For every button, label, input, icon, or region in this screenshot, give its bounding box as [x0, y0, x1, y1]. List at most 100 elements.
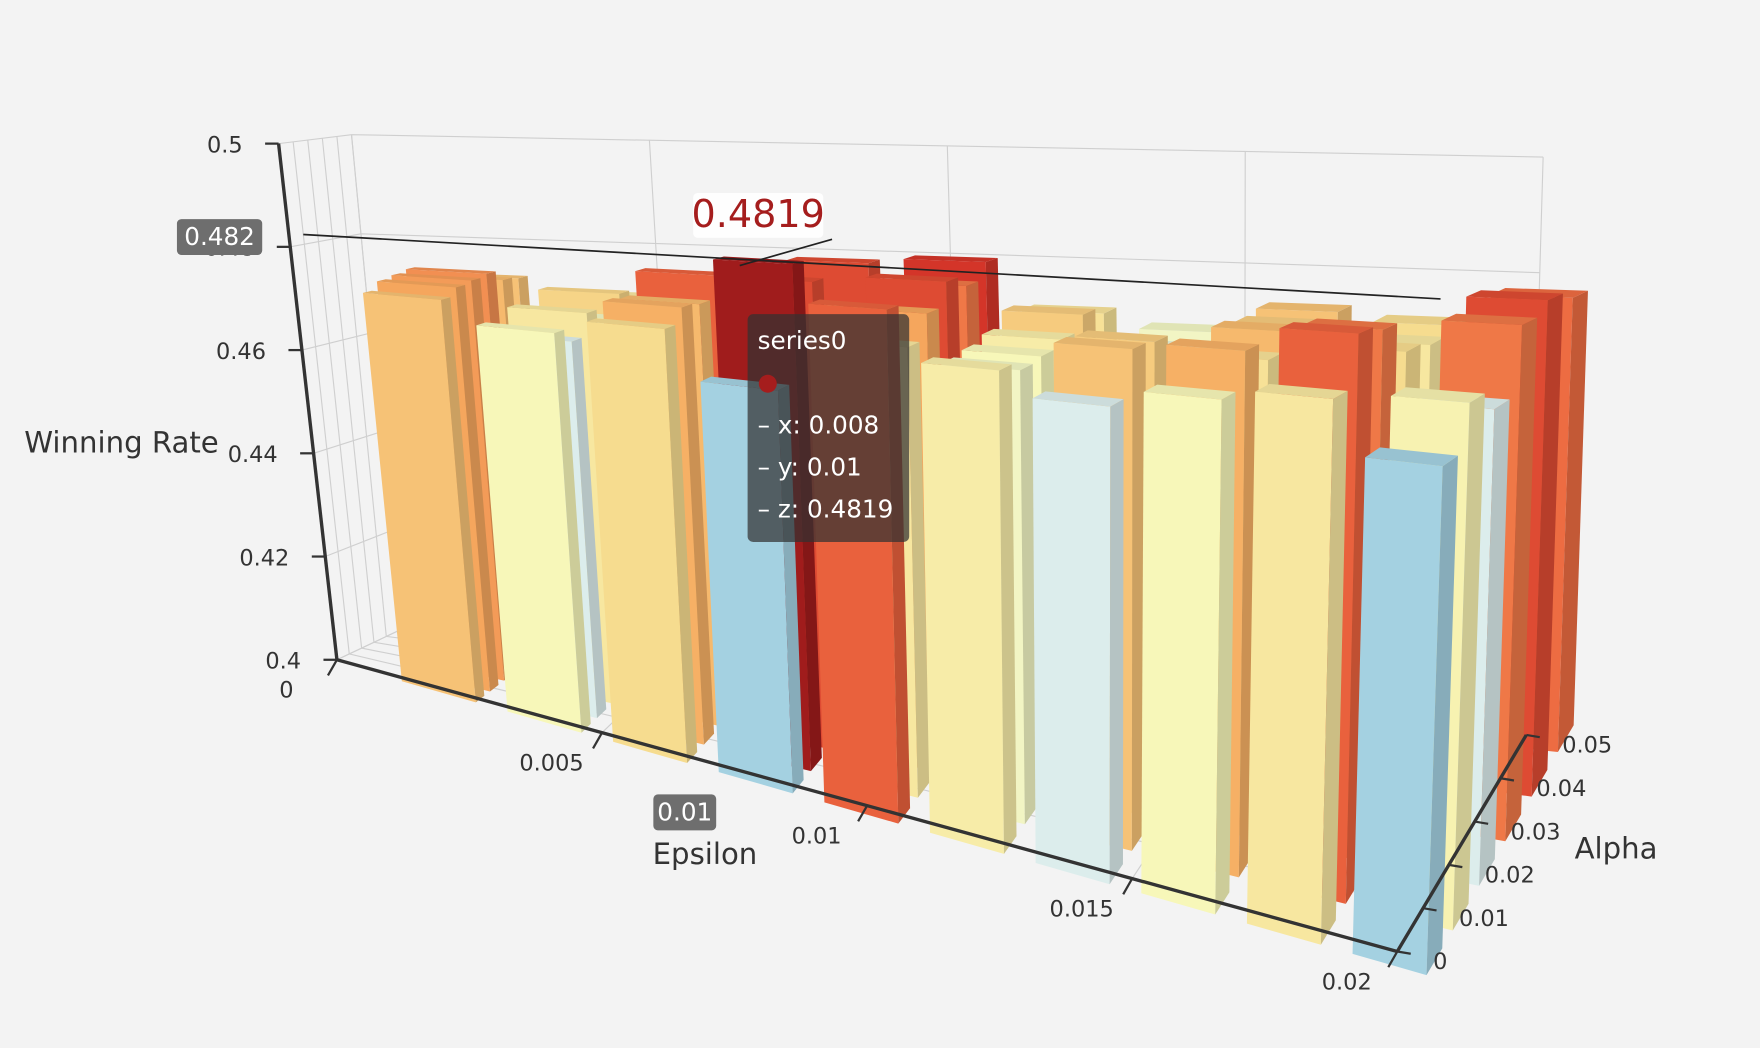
- bar-top: [1466, 290, 1563, 301]
- bar-top: [1302, 318, 1398, 330]
- bar-top: [619, 295, 710, 305]
- bar-side: [1215, 391, 1236, 915]
- axis-pointer-line: [739, 238, 833, 267]
- y-tick-label: 0.02: [1485, 863, 1535, 889]
- axis-pointer-line: [303, 233, 1441, 300]
- overlay: 0.482 0.01 0.4819 series0 – x: 0.008 – y: 0.0…: [176, 192, 1441, 831]
- bar-top: [981, 328, 1075, 340]
- z-tick-label: 0.5: [207, 132, 243, 158]
- bar-top: [1255, 302, 1352, 313]
- bar-top: [903, 255, 998, 263]
- x-tick-label: 0.01: [792, 824, 842, 850]
- bar-side: [1452, 393, 1485, 931]
- bar-side: [907, 341, 930, 798]
- tooltip-line: – z: 0.4819: [758, 495, 894, 524]
- emphasis-label-bg: [693, 192, 824, 238]
- bar-top: [476, 322, 565, 334]
- bar-top: [1390, 387, 1485, 403]
- bar-top: [538, 286, 630, 294]
- bar-top: [1255, 383, 1348, 400]
- bar[interactable]: [476, 322, 591, 733]
- bar-side: [681, 303, 715, 745]
- bar-front: [476, 325, 582, 733]
- bar-top: [1365, 447, 1458, 467]
- bar-top: [786, 256, 880, 264]
- axes: 0.40.420.440.460.480.500.0050.010.0150.0…: [204, 132, 1612, 995]
- bar-side: [1505, 317, 1538, 842]
- bar-top: [362, 290, 451, 300]
- bar-side: [1557, 290, 1588, 752]
- bar-top: [635, 268, 727, 276]
- bar-top: [1143, 384, 1236, 400]
- bar-top: [507, 304, 597, 314]
- bar[interactable]: [1141, 384, 1236, 915]
- x-tick-label: 0: [279, 678, 293, 704]
- bar-top: [1441, 313, 1538, 326]
- bar-top: [1053, 337, 1146, 350]
- axis-pointer-label-bg: [653, 794, 717, 831]
- y-tick-label: 0.01: [1459, 906, 1509, 932]
- bar-front: [362, 292, 476, 703]
- bar[interactable]: [1246, 383, 1348, 945]
- axis-pointer-label-bg: [176, 219, 263, 255]
- bar-side: [1531, 293, 1563, 797]
- bar-top: [865, 273, 959, 282]
- tick-mark: [1448, 863, 1463, 869]
- z-tick-label: 0.42: [239, 545, 289, 571]
- axis-pointer-label: 0.482: [184, 222, 255, 251]
- tick-mark: [592, 732, 603, 749]
- bar-side: [455, 284, 499, 692]
- tick-mark: [1500, 777, 1515, 782]
- bar-top: [405, 267, 496, 274]
- tooltip-title: series0: [758, 326, 847, 355]
- bar-front: [1246, 391, 1334, 945]
- tick-mark: [1397, 950, 1411, 955]
- tooltip-marker: [758, 374, 777, 393]
- tick-mark: [1387, 950, 1399, 968]
- bar-front: [1141, 391, 1222, 915]
- tick-mark: [857, 805, 869, 822]
- bar[interactable]: [921, 357, 1017, 854]
- bar-side: [1109, 399, 1124, 885]
- bar-top: [1166, 338, 1260, 351]
- x-axis-name: Epsilon: [653, 837, 758, 871]
- bar-top: [961, 344, 1054, 357]
- bar-side: [1320, 390, 1348, 945]
- tooltip-line: – y: 0.01: [758, 452, 862, 481]
- bar-top: [1139, 322, 1235, 333]
- bar[interactable]: [362, 290, 485, 703]
- bar-top: [808, 299, 899, 310]
- x-tick-label: 0.02: [1322, 969, 1372, 995]
- z-axis-line: [276, 143, 339, 660]
- bar-side: [441, 297, 485, 703]
- z-axis-name: Winning Rate: [24, 425, 218, 459]
- bar-side: [554, 329, 591, 733]
- y-tick-label: 0.05: [1562, 733, 1612, 759]
- bar-side: [999, 364, 1017, 854]
- tick-mark: [1122, 878, 1134, 895]
- bar-top: [602, 298, 693, 308]
- y-tick-label: 0.03: [1511, 819, 1561, 845]
- bar-side: [1426, 455, 1458, 976]
- bar-top: [1074, 330, 1168, 342]
- bar-top: [1001, 305, 1096, 315]
- z-tick-label: 0.4: [265, 649, 301, 675]
- tick-mark: [1422, 907, 1437, 912]
- bar[interactable]: [1032, 391, 1124, 885]
- axis-pointer-label: 0.01: [657, 797, 712, 826]
- tooltip: [747, 314, 910, 542]
- x-tick-label: 0.015: [1050, 896, 1114, 922]
- x-tick-label: 0.005: [519, 751, 583, 777]
- bar-top: [921, 357, 1012, 371]
- bar[interactable]: [1352, 447, 1458, 976]
- bar-top: [376, 279, 466, 288]
- bar-side: [664, 325, 698, 764]
- tick-mark: [326, 659, 338, 677]
- z-tick-label: 0.46: [216, 339, 266, 365]
- y-axis-line: [1395, 734, 1528, 953]
- bars: [362, 255, 1588, 976]
- bar-top: [1032, 391, 1124, 407]
- bar[interactable]: [586, 318, 698, 764]
- bar-front: [586, 321, 688, 764]
